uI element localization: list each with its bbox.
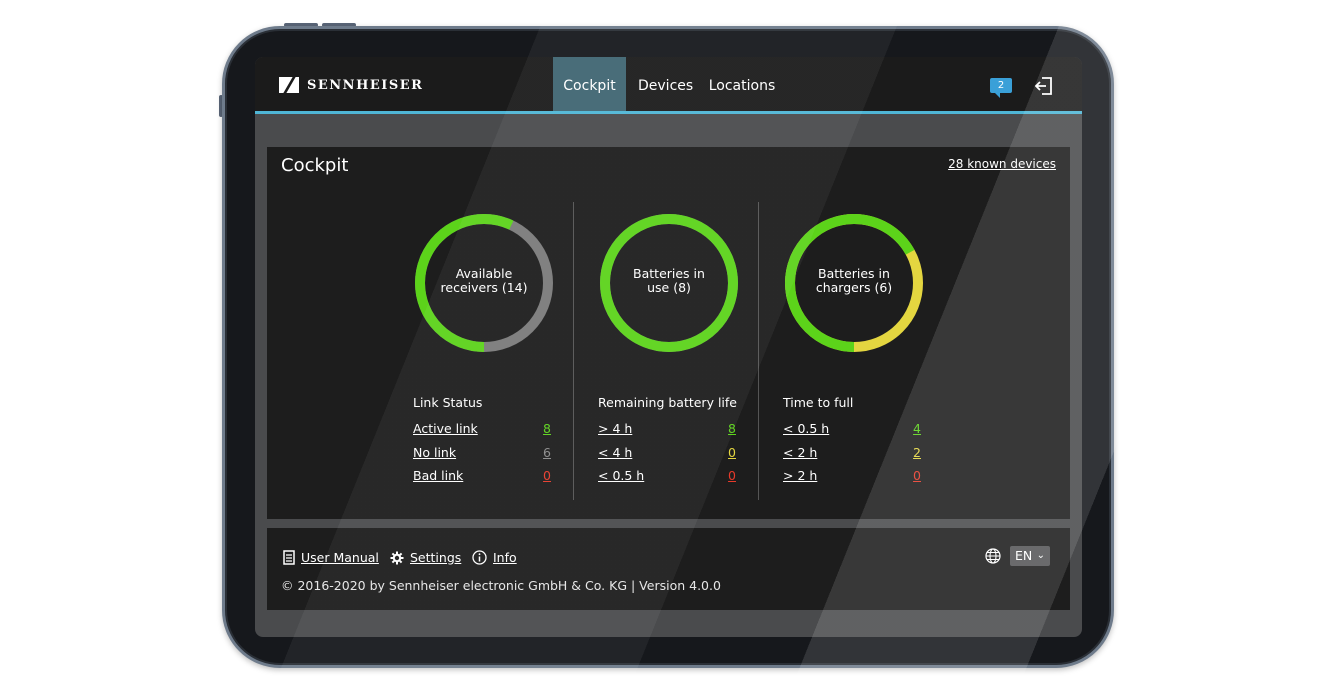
- language-value: EN: [1015, 548, 1033, 563]
- language-select[interactable]: EN ⌄: [1010, 546, 1050, 566]
- stat-value[interactable]: 6: [543, 445, 551, 460]
- info-link[interactable]: Info: [472, 550, 517, 565]
- app-screen: SENNHEISER Cockpit Devices Locations 2 C…: [255, 57, 1082, 637]
- globe-icon: [985, 548, 1001, 564]
- brand-logo[interactable]: SENNHEISER: [279, 77, 423, 93]
- receivers-ring-label: Available receivers (14): [411, 267, 557, 295]
- stat-label[interactable]: Bad link: [413, 468, 464, 483]
- stat-value[interactable]: 0: [728, 445, 736, 460]
- ring-green-segment: [600, 214, 738, 352]
- batteries-in-chargers-ring-label: Batteries in chargers (6): [781, 267, 927, 295]
- column-divider: [573, 202, 574, 500]
- ring-label-line: chargers (6): [815, 280, 893, 295]
- stat-value[interactable]: 8: [543, 421, 551, 436]
- receivers-ring-chart: [415, 214, 553, 352]
- stat-label[interactable]: < 2 h: [783, 445, 818, 460]
- ring-label-line: Batteries in: [818, 266, 890, 281]
- brand-name: SENNHEISER: [307, 77, 424, 93]
- stat-label[interactable]: < 0.5 h: [598, 468, 645, 483]
- stat-label[interactable]: > 4 h: [598, 421, 633, 436]
- user-manual-link[interactable]: User Manual: [283, 550, 379, 565]
- tablet-volume-button-2: [322, 23, 356, 27]
- ring-label-line: Available: [455, 266, 513, 281]
- stat-label[interactable]: > 2 h: [783, 468, 818, 483]
- batteries-in-chargers-ring-chart: [785, 214, 923, 352]
- column-divider: [758, 202, 759, 500]
- tablet-side-button: [219, 95, 223, 117]
- sennheiser-logo-icon: [279, 77, 299, 93]
- known-devices-link[interactable]: 28 known devices: [948, 157, 1056, 171]
- ring-green-segment: [415, 214, 553, 352]
- batteries-in-use-ring-chart: [600, 214, 738, 352]
- document-icon: [283, 550, 295, 565]
- stat-value[interactable]: 4: [913, 421, 921, 436]
- logout-icon[interactable]: [1034, 76, 1054, 96]
- remaining-battery-life-title: Remaining battery life: [598, 395, 737, 410]
- tablet-volume-button: [284, 23, 318, 27]
- stat-value[interactable]: 0: [543, 468, 551, 483]
- settings-link[interactable]: Settings: [390, 550, 461, 565]
- batteries-in-use-ring-label: Batteries in use (8): [596, 267, 742, 295]
- info-label[interactable]: Info: [493, 550, 517, 565]
- stat-value[interactable]: 0: [913, 468, 921, 483]
- stat-value[interactable]: 8: [728, 421, 736, 436]
- time-to-full-title: Time to full: [783, 395, 854, 410]
- ring-label-line: use (8): [647, 280, 691, 295]
- stat-value[interactable]: 0: [728, 468, 736, 483]
- user-manual-label[interactable]: User Manual: [301, 550, 379, 565]
- tab-locations[interactable]: Locations: [708, 78, 776, 94]
- copyright-text: © 2016-2020 by Sennheiser electronic Gmb…: [281, 578, 721, 593]
- settings-label[interactable]: Settings: [410, 550, 462, 565]
- notifications-icon[interactable]: 2: [990, 78, 1012, 98]
- stat-label[interactable]: < 4 h: [598, 445, 633, 460]
- page-title: Cockpit: [281, 155, 349, 176]
- ring-label-line: Batteries in: [633, 266, 705, 281]
- tab-devices[interactable]: Devices: [638, 78, 694, 94]
- top-navigation-bar: SENNHEISER Cockpit Devices Locations 2: [255, 57, 1082, 114]
- gear-icon: [390, 551, 404, 564]
- cockpit-panel: Cockpit 28 known devices Available recei…: [267, 147, 1070, 519]
- footer: User Manual Settings Info © 2016-2020 by…: [267, 528, 1070, 610]
- ring-green-segment: [785, 214, 923, 352]
- stat-value[interactable]: 2: [913, 445, 921, 460]
- stat-label[interactable]: < 0.5 h: [783, 421, 830, 436]
- stat-label[interactable]: No link: [413, 445, 457, 460]
- stat-label[interactable]: Active link: [413, 421, 478, 436]
- link-status-title: Link Status: [413, 395, 483, 410]
- chevron-down-icon: ⌄: [1036, 550, 1045, 561]
- ring-label-line: receivers (14): [440, 280, 528, 295]
- tab-cockpit[interactable]: Cockpit: [553, 57, 626, 111]
- notifications-count: 2: [997, 80, 1005, 91]
- info-icon: [472, 550, 487, 565]
